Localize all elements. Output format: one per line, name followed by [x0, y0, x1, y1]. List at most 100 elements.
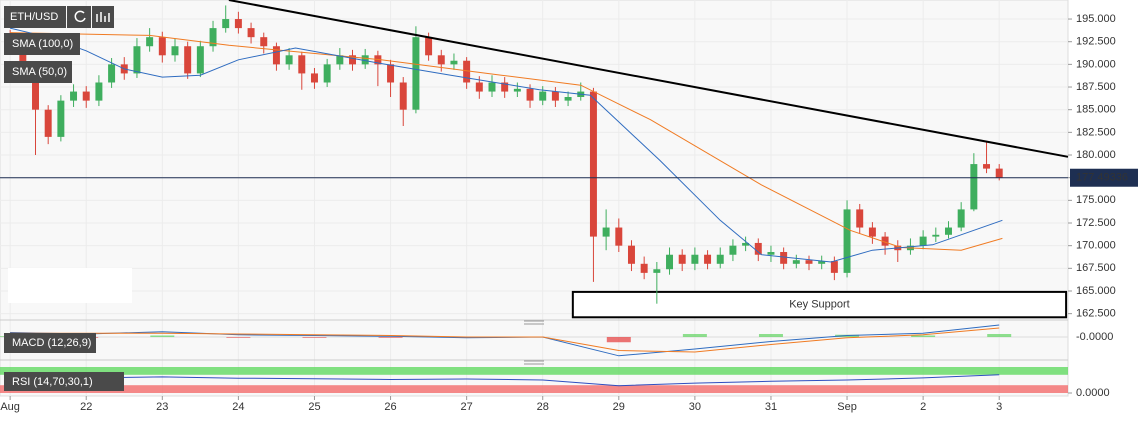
y-tick-label: 165.000 [1076, 285, 1116, 297]
indicator-box [4, 372, 124, 391]
y-tick-label: 0.0000 [1076, 387, 1110, 399]
candle-body [196, 46, 204, 74]
macd-histogram [682, 334, 707, 337]
candle-body [615, 227, 623, 246]
candle-body [970, 164, 978, 210]
chart-type-icon [96, 12, 110, 22]
candle-body [437, 55, 445, 65]
candle-body [767, 252, 775, 255]
y-tick-label: 167.500 [1076, 262, 1116, 274]
y-tick-label: 180.000 [1076, 149, 1116, 161]
candle-body [57, 100, 65, 137]
candle-body [957, 209, 965, 228]
candle-body [640, 263, 648, 273]
candle-body [780, 252, 788, 264]
candle-body [108, 64, 116, 83]
candle-body [818, 261, 826, 264]
y-tick-label: 182.500 [1076, 126, 1116, 138]
x-tick-label: 26 [384, 401, 396, 413]
y-tick-label: 192.500 [1076, 36, 1116, 48]
candle-body [995, 168, 1003, 178]
y-tick-label: 187.500 [1076, 81, 1116, 93]
candle-body [792, 260, 800, 264]
y-tick-label: 162.500 [1076, 308, 1116, 320]
candle-body [450, 60, 458, 65]
chart-layer: Key Support [0, 0, 1069, 396]
candle-body [247, 28, 255, 38]
last-price-box [1070, 168, 1138, 187]
y-tick-label: 195.000 [1076, 13, 1116, 25]
x-tick-label: 27 [461, 401, 473, 413]
candle-body [184, 46, 192, 74]
x-tick-label: 3 [996, 401, 1002, 413]
signal-line [10, 327, 1000, 353]
candle-body [285, 55, 293, 65]
y-tick-label: 172.500 [1076, 217, 1116, 229]
plot-frame [0, 0, 1069, 397]
sma-line [10, 32, 1003, 251]
candle-body [539, 91, 547, 101]
candle-body [336, 55, 344, 65]
plot-background [0, 0, 1068, 396]
legend-box [4, 33, 80, 55]
candle-body [146, 37, 154, 47]
candle-body [488, 82, 496, 92]
candle-body [932, 234, 940, 237]
candle-body [666, 254, 674, 270]
candle-body [729, 245, 737, 255]
candle-body [82, 91, 90, 101]
x-tick-label: 22 [80, 401, 92, 413]
candle-body [564, 96, 572, 101]
candle-body [589, 91, 597, 237]
indicator-label: RSI (14,70,30,1) [12, 376, 93, 388]
x-tick-label: Aug [0, 401, 20, 413]
candle-body [298, 55, 306, 74]
y-tick-label: -0.0000 [1076, 331, 1113, 343]
chart-type-button[interactable] [92, 6, 114, 28]
symbol-box [4, 6, 66, 28]
symbol-label: ETH/USD [10, 11, 58, 23]
candle-body [323, 64, 331, 83]
candle-body [678, 254, 686, 264]
candle-body [856, 209, 864, 228]
candle-body [310, 73, 318, 83]
x-tick-label: Sep [837, 401, 857, 413]
macd-histogram [911, 335, 936, 337]
candle-body [32, 73, 39, 110]
candle-body [754, 242, 762, 255]
candle-body [425, 37, 433, 56]
candle-body [19, 46, 27, 74]
candle-body [551, 91, 559, 101]
indicator-box [4, 333, 96, 353]
candle-body [234, 19, 242, 29]
support-label: Key Support [789, 298, 850, 310]
y-tick-label: 175.000 [1076, 194, 1116, 206]
refresh-button[interactable] [67, 6, 91, 28]
indicator-label: MACD (12,26,9) [12, 337, 91, 349]
sma-line [9, 27, 1003, 263]
x-tick-label: 31 [765, 401, 777, 413]
panel-handle [524, 320, 544, 365]
x-tick-label: 28 [537, 401, 549, 413]
candle-body [945, 227, 952, 235]
candle-body [742, 242, 750, 246]
candle-body [704, 254, 712, 264]
x-tick-label: 2 [920, 401, 926, 413]
candle-body [158, 37, 166, 56]
candle-body [830, 261, 838, 273]
candle-body [881, 236, 889, 246]
candle-body [95, 82, 103, 101]
candle-body [805, 260, 813, 264]
candle-body [691, 254, 699, 264]
candle-body [919, 236, 927, 246]
legend-box [4, 61, 72, 83]
legend-label: SMA (50,0) [12, 66, 67, 78]
candle-body [475, 82, 483, 92]
candle-body [627, 245, 635, 264]
candle-body [843, 209, 851, 273]
candle-body [526, 88, 534, 101]
macd-histogram [606, 337, 631, 343]
candle-body [501, 82, 509, 92]
candle-body [349, 55, 356, 65]
